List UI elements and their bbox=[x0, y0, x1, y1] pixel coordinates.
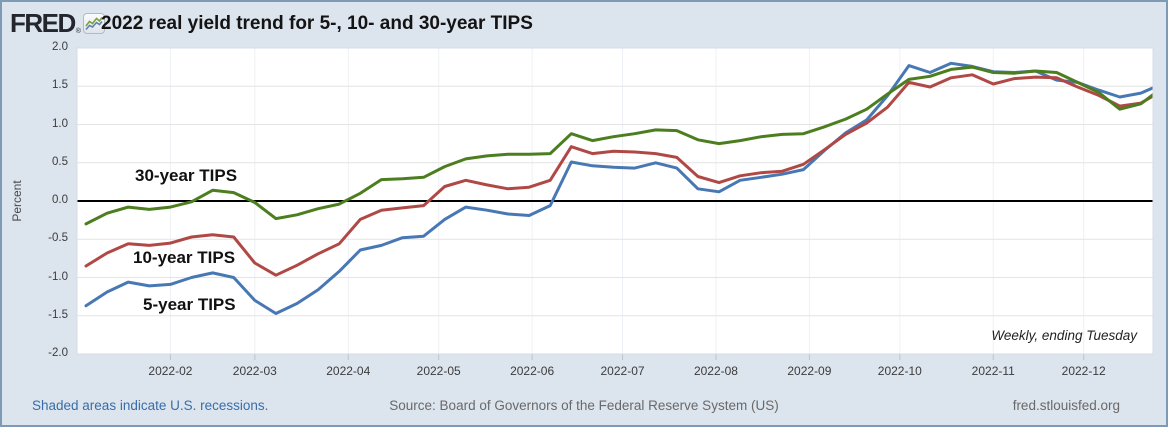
y-tick-label: -1.5 bbox=[48, 308, 68, 321]
x-tick-label: 2022-08 bbox=[693, 364, 738, 378]
source-text: Source: Board of Governors of the Federa… bbox=[389, 398, 779, 413]
x-tick-label: 2022-02 bbox=[148, 364, 193, 378]
x-tick-label: 2022-11 bbox=[971, 364, 1015, 378]
frequency-note: Weekly, ending Tuesday bbox=[991, 328, 1137, 343]
chart-header: FRED ® 2022 real yield trend for 5-, 10-… bbox=[2, 2, 1166, 46]
y-tick-label: 1.5 bbox=[52, 79, 68, 92]
chart-footer: Shaded areas indicate U.S. recessions. S… bbox=[2, 398, 1166, 422]
series-label-5-year-tips: 5-year TIPS bbox=[143, 295, 236, 314]
series-label-30-year-tips: 30-year TIPS bbox=[135, 166, 238, 185]
chart-title: 2022 real yield trend for 5-, 10- and 30… bbox=[101, 13, 533, 34]
fred-site-link[interactable]: fred.stlouisfed.org bbox=[1012, 398, 1120, 413]
y-tick-label: 0.5 bbox=[52, 155, 68, 168]
series-line-30-year-tips bbox=[84, 65, 1153, 226]
x-tick-label: 2022-07 bbox=[600, 364, 645, 378]
x-tick-label: 2022-10 bbox=[877, 364, 922, 378]
x-tick-label: 2022-03 bbox=[232, 364, 277, 378]
y-tick-label: 2.0 bbox=[52, 41, 68, 53]
y-tick-label: 1.0 bbox=[52, 117, 68, 130]
x-tick-label: 2022-09 bbox=[787, 364, 832, 378]
x-tick-label: 2022-04 bbox=[326, 364, 371, 378]
x-tick-label: 2022-06 bbox=[510, 364, 555, 378]
y-tick-label: -2.0 bbox=[48, 347, 68, 359]
fred-logo-text: FRED bbox=[10, 8, 76, 38]
fred-logo[interactable]: FRED ® bbox=[10, 10, 105, 36]
x-tick-label: 2022-12 bbox=[1061, 364, 1106, 378]
series-line-10-year-tips bbox=[84, 73, 1153, 277]
fred-logo-chart-icon bbox=[82, 12, 105, 34]
recessions-note-link[interactable]: Shaded areas indicate U.S. recessions. bbox=[32, 398, 269, 413]
y-tick-label: 0.0 bbox=[52, 194, 68, 206]
registered-mark: ® bbox=[75, 28, 81, 35]
x-tick-label: 2022-05 bbox=[416, 364, 461, 378]
y-tick-label: -0.5 bbox=[48, 232, 68, 245]
y-tick-label: -1.0 bbox=[48, 270, 68, 283]
series-label-10-year-tips: 10-year TIPS bbox=[133, 248, 236, 267]
